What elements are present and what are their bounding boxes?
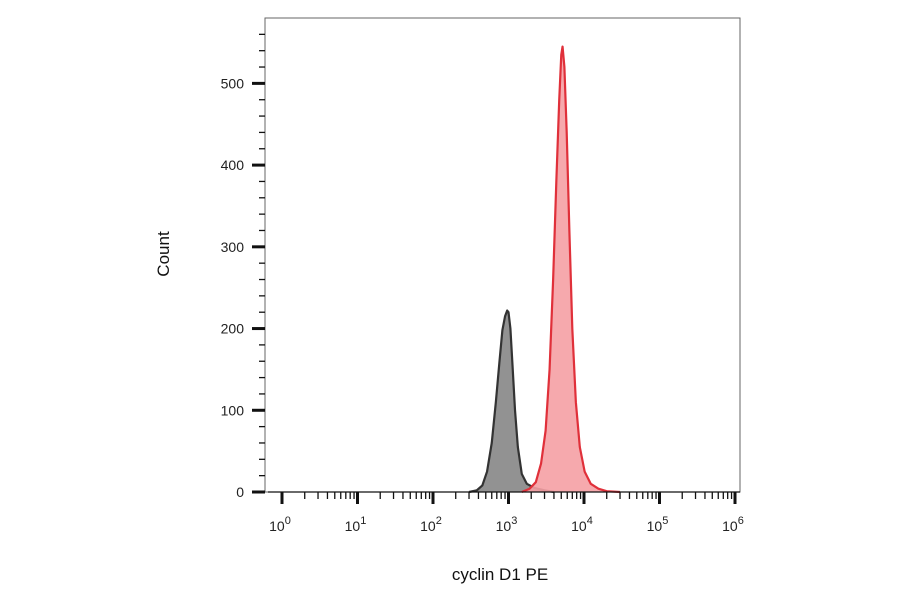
y-axis-title: Count xyxy=(154,231,173,277)
x-tick-label: 106 xyxy=(722,515,744,534)
x-tick-label: 101 xyxy=(345,515,367,534)
y-axis: 0 100 200 300 400 500 xyxy=(221,33,265,500)
series-1-fill xyxy=(469,310,554,492)
x-tick-label: 104 xyxy=(571,515,593,534)
x-axis-title: cyclin D1 PE xyxy=(452,565,548,584)
x-axis: 100 101 102 103 104 105 106 xyxy=(268,491,744,534)
y-tick-label: 400 xyxy=(221,157,245,173)
x-tick-label: 102 xyxy=(420,515,442,534)
series-1-line xyxy=(468,309,555,494)
y-tick-label: 200 xyxy=(221,321,245,337)
x-tick-label: 105 xyxy=(647,515,669,534)
x-tick-label: 103 xyxy=(496,515,518,534)
y-tick-label: 300 xyxy=(221,239,245,255)
series-2-line xyxy=(521,45,621,494)
series-2-fill xyxy=(521,46,621,492)
y-tick-label: 0 xyxy=(236,484,244,500)
y-tick-label: 100 xyxy=(221,402,245,418)
y-tick-label: 500 xyxy=(221,75,245,91)
series-layer xyxy=(468,45,621,494)
x-tick-label: 100 xyxy=(269,515,291,534)
